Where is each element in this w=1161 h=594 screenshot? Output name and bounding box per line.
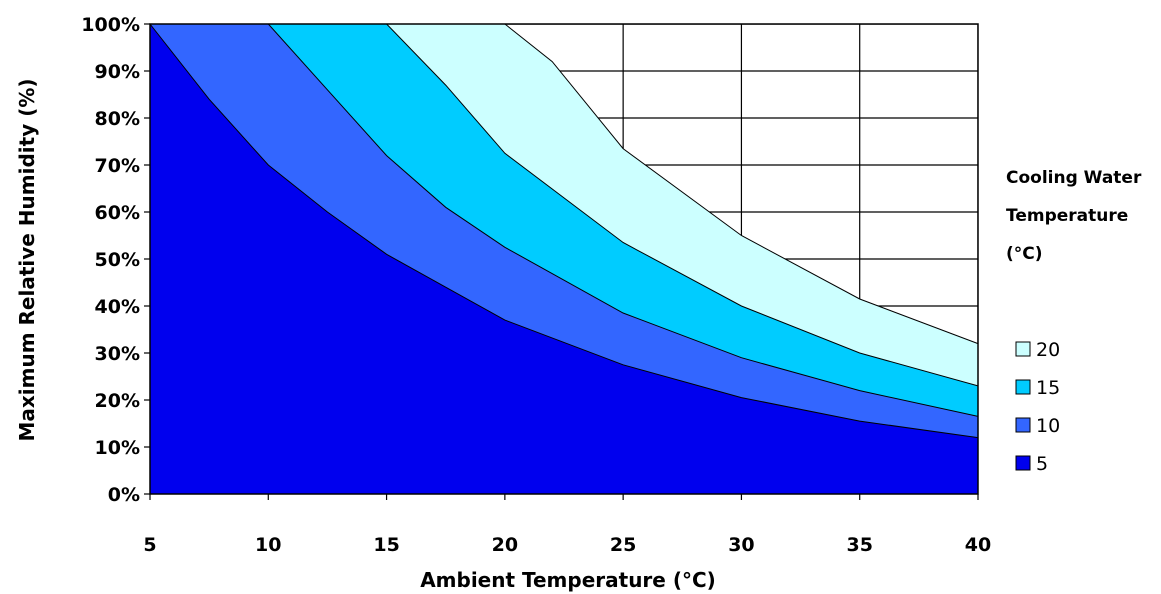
y-tick-label: 0% (108, 484, 140, 506)
legend-label-20: 20 (1036, 339, 1060, 361)
y-tick-label: 70% (95, 155, 140, 177)
legend-title-line: Cooling Water (1006, 168, 1142, 188)
plot-areas (150, 24, 978, 494)
legend-items: 20 15 10 5 (1015, 339, 1060, 475)
x-tick-label: 10 (255, 534, 281, 556)
legend-swatch-10 (1015, 417, 1031, 433)
x-tick-label: 40 (965, 534, 991, 556)
y-tick-label: 30% (95, 343, 140, 365)
legend-label-10: 10 (1036, 415, 1060, 437)
legend-swatch-20 (1015, 341, 1031, 357)
boundary-line-15 (374, 23, 979, 387)
y-tick-label: 50% (95, 249, 140, 271)
y-tick-label: 80% (95, 108, 140, 130)
y-tick-label: 20% (95, 390, 140, 412)
area-series-5 (150, 24, 978, 494)
legend: Cooling Water Temperature (°C) 20 15 10 5 (1006, 168, 1142, 475)
legend-label-5: 5 (1036, 453, 1048, 475)
legend-title-line: Temperature (1006, 206, 1128, 226)
y-axis-ticks: 0% 10% 20% 30% 40% 50% 60% 70% 80% 90% 100% (81, 14, 150, 506)
x-tick-label: 5 (143, 534, 156, 556)
x-axis-ticks: 5 10 15 20 25 30 35 40 (143, 494, 991, 556)
y-tick-label: 40% (95, 296, 140, 318)
boundary-lines (149, 23, 979, 439)
x-axis-title: Ambient Temperature (°C) (420, 568, 716, 592)
y-axis-title: Maximum Relative Humidity (%) (15, 78, 39, 441)
y-tick-label: 60% (95, 202, 140, 224)
legend-title: Cooling Water Temperature (°C) (1006, 168, 1142, 264)
legend-swatch-5 (1015, 455, 1031, 471)
boundary-line-5 (149, 23, 979, 439)
boundary-line-10 (256, 23, 979, 417)
y-tick-label: 100% (81, 14, 140, 36)
x-tick-label: 20 (492, 534, 518, 556)
legend-swatch-15 (1015, 379, 1031, 395)
x-tick-label: 15 (373, 534, 399, 556)
legend-label-15: 15 (1036, 377, 1060, 399)
x-tick-label: 30 (728, 534, 754, 556)
x-tick-label: 35 (846, 534, 872, 556)
legend-title-line: (°C) (1006, 244, 1043, 264)
y-tick-label: 90% (95, 61, 140, 83)
y-tick-label: 10% (95, 437, 140, 459)
x-tick-label: 25 (610, 534, 636, 556)
